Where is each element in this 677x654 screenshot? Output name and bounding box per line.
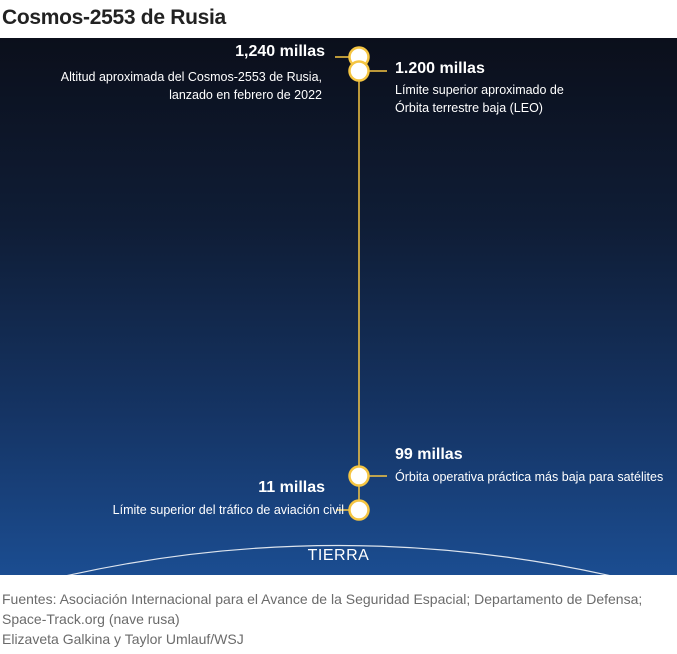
desc-1200-line2: Órbita terrestre baja (LEO)	[395, 101, 543, 115]
desc-1240-line1: Altitud aproximada del Cosmos-2553 de Ru…	[60, 70, 322, 84]
altitude-diagram: 1,240 millas Altitud aproximada del Cosm…	[0, 38, 677, 575]
desc-1200-line1: Límite superior aproximado de	[395, 83, 564, 97]
earth-horizon-arc	[67, 544, 610, 575]
desc-1240-line2: lanzado en febrero de 2022	[169, 88, 322, 102]
value-1200: 1.200 millas	[395, 60, 485, 77]
desc-11: Límite superior del tráfico de aviación …	[112, 503, 344, 517]
value-11: 11 millas	[258, 479, 325, 496]
marker-99	[348, 465, 370, 487]
earth-label: TIERRA	[307, 547, 370, 564]
value-99: 99 millas	[395, 446, 463, 463]
marker-11	[348, 499, 370, 521]
sources-note: Fuentes: Asociación Internacional para e…	[2, 591, 643, 627]
diagram-graphics	[67, 46, 610, 575]
chart-title: Cosmos-2553 de Rusia	[2, 6, 226, 29]
credits-note: Elizaveta Galkina y Taylor Umlauf/WSJ	[2, 631, 244, 647]
marker-1200	[348, 60, 370, 82]
desc-99: Órbita operativa práctica más baja para …	[395, 470, 664, 484]
value-1240: 1,240 millas	[235, 43, 325, 60]
